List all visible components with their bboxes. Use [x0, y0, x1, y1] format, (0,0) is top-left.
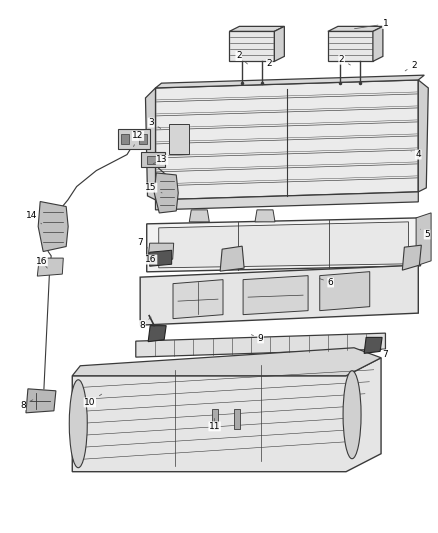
Text: 11: 11: [209, 418, 220, 431]
Polygon shape: [145, 88, 155, 200]
Text: 8: 8: [139, 317, 151, 329]
Polygon shape: [320, 272, 370, 311]
Polygon shape: [117, 128, 150, 149]
Text: 8: 8: [20, 400, 33, 409]
Polygon shape: [403, 245, 421, 270]
Ellipse shape: [343, 371, 361, 459]
Polygon shape: [173, 280, 223, 319]
Polygon shape: [72, 358, 381, 472]
Text: 3: 3: [148, 118, 161, 128]
Polygon shape: [37, 258, 64, 276]
Polygon shape: [26, 389, 56, 413]
Polygon shape: [120, 134, 129, 143]
Polygon shape: [136, 333, 385, 357]
Polygon shape: [418, 80, 428, 192]
Polygon shape: [38, 201, 68, 252]
Text: 14: 14: [26, 212, 42, 224]
Text: 15: 15: [145, 183, 162, 193]
Polygon shape: [147, 218, 420, 272]
Polygon shape: [230, 31, 274, 61]
Text: 7: 7: [379, 348, 389, 359]
Text: 2: 2: [339, 55, 350, 65]
Polygon shape: [72, 348, 381, 376]
Polygon shape: [140, 265, 418, 325]
Polygon shape: [154, 173, 178, 213]
Text: 10: 10: [84, 394, 102, 407]
Polygon shape: [212, 409, 218, 429]
Text: 4: 4: [411, 150, 421, 159]
Polygon shape: [220, 246, 244, 271]
Polygon shape: [155, 192, 418, 210]
Text: 5: 5: [420, 229, 430, 239]
Text: 12: 12: [132, 132, 144, 147]
Polygon shape: [138, 134, 147, 143]
Polygon shape: [141, 152, 165, 167]
Polygon shape: [147, 156, 159, 164]
Text: 6: 6: [319, 278, 334, 287]
Text: 1: 1: [354, 20, 389, 29]
Polygon shape: [328, 26, 383, 31]
Polygon shape: [148, 243, 174, 261]
Text: 13: 13: [153, 156, 168, 164]
Ellipse shape: [69, 380, 87, 467]
Polygon shape: [148, 326, 166, 342]
Text: 9: 9: [251, 334, 264, 343]
Polygon shape: [364, 337, 382, 353]
Text: 16: 16: [145, 253, 157, 264]
Text: 2: 2: [405, 61, 417, 71]
Polygon shape: [416, 213, 431, 266]
Text: 16: 16: [36, 257, 47, 268]
Polygon shape: [159, 222, 409, 268]
Polygon shape: [155, 75, 424, 88]
Text: 2: 2: [263, 60, 272, 69]
Polygon shape: [373, 26, 383, 61]
Polygon shape: [169, 124, 189, 154]
Polygon shape: [243, 276, 308, 314]
Polygon shape: [233, 409, 240, 429]
Polygon shape: [274, 26, 284, 61]
Text: 7: 7: [137, 238, 148, 248]
Polygon shape: [230, 26, 284, 31]
Polygon shape: [155, 80, 418, 200]
Polygon shape: [255, 210, 275, 222]
Polygon shape: [150, 251, 172, 266]
Polygon shape: [189, 210, 209, 222]
Polygon shape: [328, 31, 373, 61]
Text: 2: 2: [236, 52, 247, 64]
